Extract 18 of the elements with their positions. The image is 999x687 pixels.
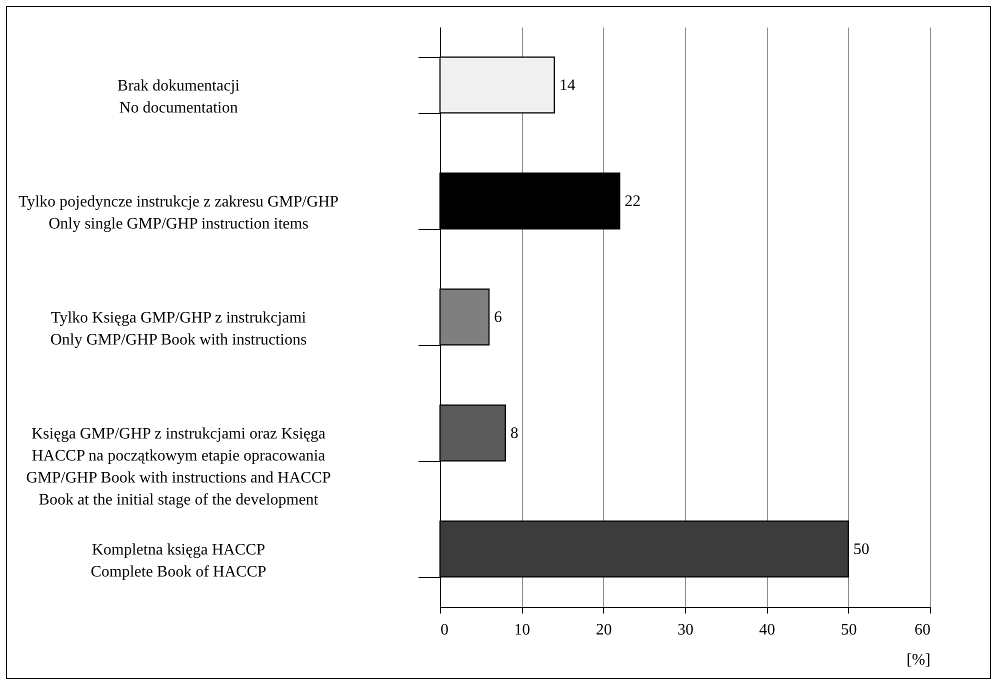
x-tick-label: 30	[678, 622, 694, 638]
data-label: 50	[853, 541, 870, 558]
data-label: 8	[510, 425, 518, 442]
y-tick-label: Księga GMP/GHP z instrukcjami oraz Księga HACCP na początkowym etapie opracowania GMP/GHP Book with instructions and HACCP Book at the initial stage of the development	[26, 426, 331, 508]
x-tick-label: 50	[840, 622, 857, 638]
x-tick-label: 10	[514, 622, 530, 638]
data-label: 22	[624, 193, 641, 210]
y-tick-label: Brak dokumentacji No documentation	[117, 78, 240, 116]
x-axis-title: [%]	[906, 652, 930, 668]
y-tick-label: Tylko pojedyncze instrukcje z zakresu GMP/GHP Only single GMP/GHP instruction items	[18, 194, 339, 232]
y-tick-label: Tylko Księga GMP/GHP z instrukcjami Only GMP/GHP Book with instructions	[50, 310, 307, 348]
x-tick-label: 0	[440, 622, 448, 638]
x-tick-label: 60	[914, 622, 930, 638]
x-tick-label: 20	[596, 622, 612, 638]
data-label: 14	[559, 77, 576, 94]
y-tick-label: Kompletna księga HACCP Complete Book of HACCP	[90, 542, 266, 580]
x-tick-label: 40	[759, 622, 776, 638]
data-label: 6	[494, 309, 502, 326]
